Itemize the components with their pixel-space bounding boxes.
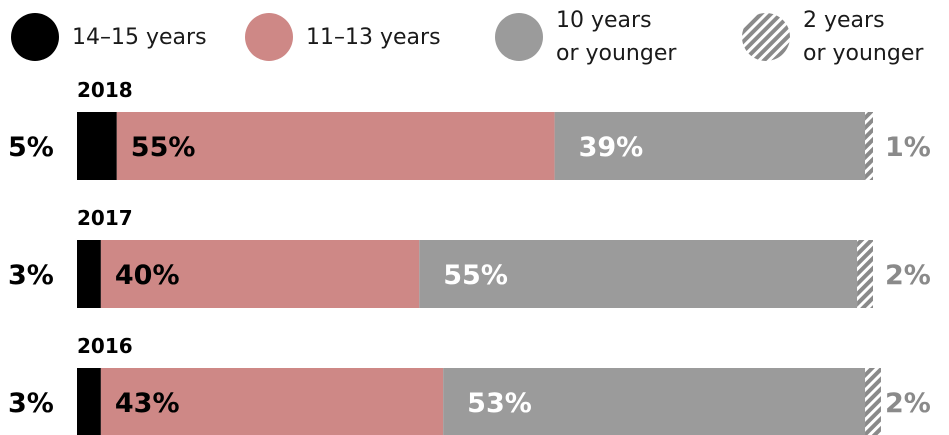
year-label: 2016 — [77, 334, 133, 358]
legend-swatch — [245, 13, 293, 61]
data-label: 43% — [115, 388, 180, 419]
legend-swatch — [495, 13, 543, 61]
data-label: 3% — [8, 260, 54, 291]
bar-segment — [77, 368, 101, 435]
data-label: 40% — [115, 260, 180, 291]
bar-segment — [554, 112, 866, 180]
data-label: 39% — [579, 132, 644, 163]
legend-label: 10 years — [556, 8, 652, 33]
bar-segment — [857, 240, 873, 308]
data-label: 2% — [885, 388, 931, 419]
legend-label: or younger — [803, 41, 924, 66]
legend-label: 14–15 years — [72, 25, 207, 50]
legend: 14–15 years 11–13 years 10 years or younger… — [11, 8, 924, 66]
data-label: 3% — [8, 388, 54, 419]
legend-label: 11–13 years — [306, 25, 441, 50]
legend-label: or younger — [556, 41, 677, 66]
data-label: 53% — [467, 388, 532, 419]
bar-segment — [77, 112, 117, 180]
legend-swatch — [742, 13, 790, 61]
data-label: 5% — [8, 132, 54, 163]
data-label: 55% — [131, 132, 196, 163]
data-label: 2% — [885, 260, 931, 291]
bar-segment — [100, 240, 420, 308]
bar-segment — [419, 240, 858, 308]
legend-label: 2 years — [803, 8, 885, 33]
year-label: 2017 — [77, 206, 133, 230]
bar-rows: 2018 5% 55% 39% 1% 2017 3% 40% 55% 2% 2016 3% 43% 53%… — [8, 78, 931, 435]
bar-segment — [116, 112, 555, 180]
bar-segment — [443, 368, 866, 435]
bar-segment — [865, 368, 881, 435]
bar-segment — [77, 240, 101, 308]
data-label: 1% — [885, 132, 931, 163]
bar-segment — [100, 368, 444, 435]
bar-segment — [865, 112, 873, 180]
data-label: 55% — [443, 260, 508, 291]
year-label: 2018 — [77, 78, 133, 102]
legend-swatch — [11, 13, 59, 61]
